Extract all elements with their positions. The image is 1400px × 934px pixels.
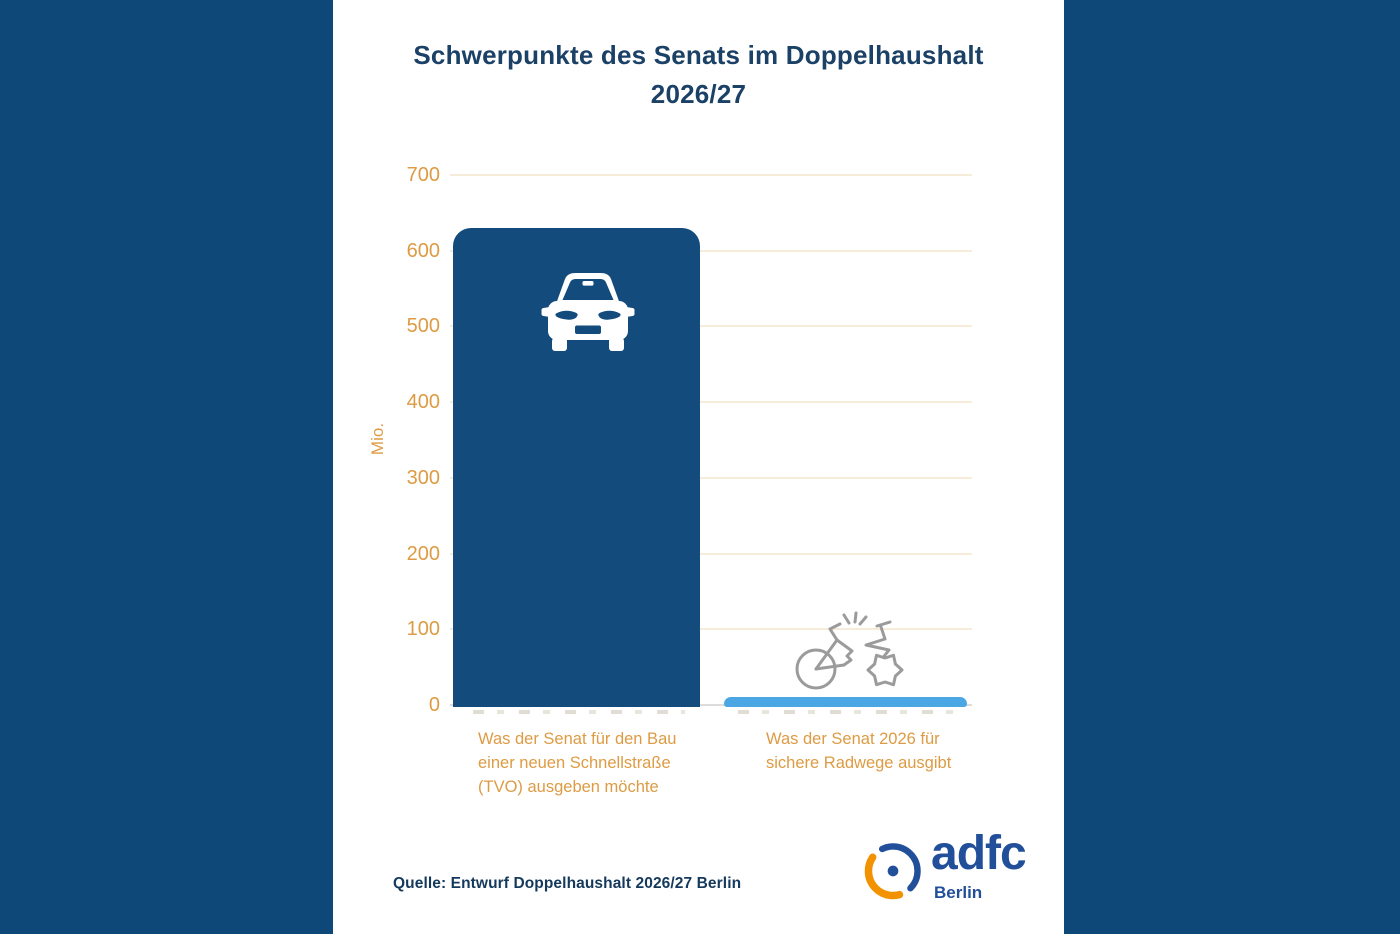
category-label-radwege-line1: Was der Senat 2026 für [766, 730, 940, 748]
chart-title: Schwerpunkte des Senats im Doppelhaushal… [413, 40, 984, 109]
y-axis-tick-label: 700 [406, 164, 440, 186]
crash-spark-icon [842, 611, 868, 626]
y-axis-tick-label: 300 [406, 466, 440, 489]
cropped-axis-text-right [738, 710, 963, 714]
y-axis-tick-label: 500 [406, 315, 440, 338]
gridline [450, 476, 972, 479]
gridline [450, 249, 972, 252]
y-axis-tick-label: 100 [406, 618, 440, 641]
adfc-logo-text: adfc [931, 827, 1027, 880]
left-background-band [0, 0, 333, 934]
cropped-axis-text-left [473, 710, 685, 714]
y-axis-tick-label: 400 [406, 391, 440, 414]
y-axis-tick-label: 200 [406, 542, 440, 565]
y-axis-tick-label: 0 [428, 694, 440, 716]
gridline [450, 628, 972, 631]
category-label-tvo-line1: Was der Senat für den Bau [478, 730, 677, 748]
gridline [450, 401, 972, 404]
bar-chart: Mio. [333, 0, 1064, 934]
gridline [450, 174, 972, 176]
category-label-radwege-line2: sichere Radwege ausgibt [766, 754, 952, 772]
category-label-tvo: Was der Senat für den Bau einer neuen Sc… [478, 727, 676, 799]
y-axis-tick-label: 600 [406, 239, 440, 262]
adfc-wheel-icon [864, 842, 922, 900]
y-axis-unit-label: Mio. [368, 422, 387, 456]
adfc-logo: adfc Berlin [861, 827, 1051, 910]
bar-radwege [724, 696, 967, 707]
scribble-cloud [866, 653, 904, 687]
gridline [450, 325, 972, 328]
source-note: Quelle: Entwurf Doppelhaushalt 2026/27 B… [393, 875, 742, 892]
content-panel: Schwerpunkte des Senats im Doppelhaushal… [333, 0, 1064, 934]
car-icon [528, 268, 648, 352]
gridline [450, 552, 972, 555]
category-label-radwege: Was der Senat 2026 für sichere Radwege a… [766, 727, 951, 775]
adfc-logo-region: Berlin [934, 883, 983, 902]
category-label-tvo-line2: einer neuen Schnellstraße [478, 754, 671, 772]
category-label-tvo-line3: (TVO) ausgeben möchte [478, 778, 659, 796]
broken-bicycle-icon [791, 610, 907, 692]
right-background-band [1064, 0, 1400, 934]
x-axis-baseline [450, 704, 972, 706]
